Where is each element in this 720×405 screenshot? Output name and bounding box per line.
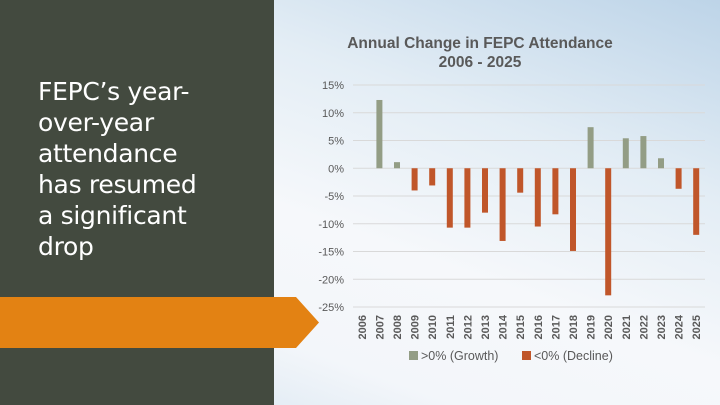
headline-line: over-year [38, 108, 154, 137]
x-tick-label: 2009 [410, 315, 422, 339]
headline-line: drop [38, 232, 94, 261]
bar-decline [570, 168, 576, 251]
x-tick-label: 2020 [603, 315, 615, 339]
headline-line: has resumed [38, 170, 197, 199]
arrow-banner [0, 297, 319, 348]
bar-growth [622, 138, 629, 169]
x-tick-label: 2024 [674, 314, 686, 339]
x-tick-label: 2006 [357, 315, 369, 339]
y-tick-label: -10% [318, 219, 344, 231]
legend-swatch-growth [409, 351, 418, 360]
x-tick-label: 2007 [374, 315, 386, 339]
x-tick-label: 2019 [586, 315, 598, 339]
bar-decline [446, 168, 453, 228]
x-tick-label: 2013 [480, 315, 492, 339]
arrow-shape [0, 297, 319, 348]
y-tick-label: 10% [322, 108, 344, 120]
legend: >0% (Growth) <0% (Decline) [409, 349, 613, 363]
headline: FEPC’s year- over-year attendance has re… [38, 76, 268, 262]
y-tick-label: 15% [322, 80, 344, 92]
x-tick-label: 2016 [533, 315, 545, 339]
x-tick-label: 2012 [462, 315, 474, 339]
bar-decline [552, 168, 559, 215]
bar-growth [376, 99, 383, 169]
bar-growth [587, 127, 594, 169]
gridlines [353, 84, 705, 308]
chart-subtitle: 2006 - 2025 [439, 54, 522, 71]
bar-decline [499, 168, 506, 241]
x-tick-label: 2014 [498, 314, 510, 339]
bar-chart: Annual Change in FEPC Attendance 2006 - … [318, 35, 705, 363]
x-tick-label: 2008 [392, 315, 404, 339]
bar-decline [534, 168, 541, 227]
left-panel: FEPC’s year- over-year attendance has re… [0, 0, 274, 405]
headline-line: a significant [38, 201, 187, 230]
x-tick-label: 2010 [427, 315, 439, 339]
x-tick-label: 2011 [445, 315, 457, 339]
bar-growth [394, 162, 400, 169]
x-tick-label: 2023 [656, 315, 668, 339]
x-tick-label: 2025 [691, 315, 703, 339]
bars [376, 99, 700, 296]
bar-decline [517, 168, 524, 193]
x-tick-label: 2015 [515, 315, 527, 339]
headline-line: FEPC’s year- [38, 77, 190, 106]
bar-decline [693, 168, 700, 235]
legend-swatch-decline [522, 351, 531, 360]
x-axis-ticks: 2006 2007 2008 2009 2010 2011 2012 2013 2014 2015… [357, 314, 703, 339]
y-tick-label: -20% [318, 274, 344, 286]
bar-decline [464, 168, 471, 228]
x-tick-label: 2018 [568, 315, 580, 339]
x-tick-label: 2021 [621, 315, 633, 339]
bar-decline [605, 168, 612, 296]
bar-decline [482, 168, 488, 213]
legend-label-growth: >0% (Growth) [421, 349, 498, 363]
x-tick-label: 2022 [638, 315, 650, 339]
x-tick-label: 2017 [550, 315, 562, 339]
y-tick-label: -15% [318, 247, 344, 259]
headline-line: attendance [38, 139, 178, 168]
y-axis-ticks: 15% 10% 5% 0% -5% -10% -15% -20% -25% [318, 80, 344, 314]
y-tick-label: 0% [328, 163, 344, 175]
y-tick-label: -5% [324, 191, 344, 203]
y-tick-label: -25% [318, 302, 344, 314]
y-tick-label: 5% [328, 136, 344, 148]
bar-growth [640, 136, 647, 169]
bar-growth [658, 158, 664, 169]
bar-decline [411, 168, 418, 191]
bar-decline [429, 168, 436, 186]
bar-decline [675, 168, 682, 189]
chart-title: Annual Change in FEPC Attendance [347, 35, 613, 52]
legend-label-decline: <0% (Decline) [534, 349, 613, 363]
